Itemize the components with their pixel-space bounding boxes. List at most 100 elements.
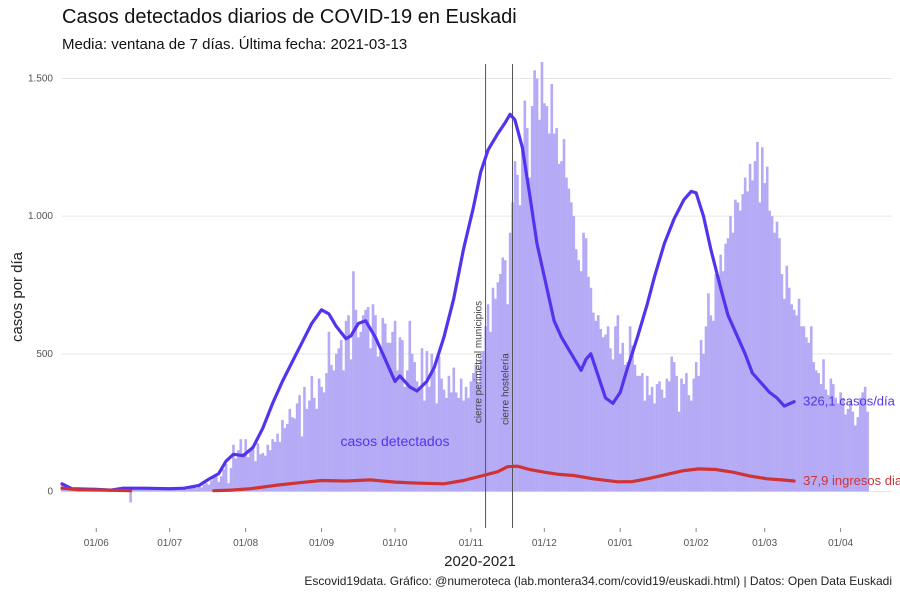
- x-tick-label: 01/03: [752, 538, 777, 549]
- bar: [288, 408, 292, 492]
- bar: [785, 265, 789, 492]
- bar: [626, 362, 629, 492]
- bar: [403, 386, 407, 492]
- bar: [202, 484, 206, 492]
- bar: [565, 177, 568, 492]
- bar: [589, 287, 593, 492]
- bar: [410, 353, 414, 492]
- bar: [332, 370, 336, 492]
- bar: [364, 309, 367, 492]
- bar: [263, 455, 267, 492]
- bar: [249, 448, 252, 492]
- bar: [437, 356, 441, 492]
- bar: [809, 326, 813, 492]
- bar: [555, 128, 558, 492]
- x-tick-label: 01/07: [157, 538, 182, 549]
- bar: [290, 417, 294, 492]
- x-tick-label: 01/11: [459, 538, 484, 549]
- bar: [729, 216, 732, 492]
- bar: [195, 488, 199, 492]
- bar: [192, 486, 196, 492]
- bar: [631, 345, 634, 492]
- bar: [158, 489, 162, 492]
- bar: [450, 392, 453, 492]
- bar: [724, 243, 727, 492]
- bar: [337, 348, 341, 492]
- bar: [851, 411, 855, 492]
- bar: [856, 417, 860, 492]
- bar: [396, 370, 399, 492]
- bar: [518, 205, 522, 492]
- bar: [308, 400, 311, 492]
- bar: [366, 307, 370, 492]
- cases-series-label: casos detectados: [341, 433, 450, 449]
- bar: [469, 381, 473, 492]
- chart-subtitle: Media: ventana de 7 días. Última fecha: …: [62, 36, 408, 53]
- bar: [229, 468, 233, 492]
- bar: [241, 452, 245, 492]
- bar: [501, 257, 505, 492]
- bar: [525, 128, 529, 492]
- bar: [180, 488, 184, 492]
- bar: [628, 326, 632, 492]
- bar: [861, 392, 864, 492]
- bar: [844, 414, 847, 492]
- series-lines: [60, 112, 796, 493]
- bar: [557, 163, 561, 492]
- bar: [819, 384, 823, 492]
- bar: [846, 408, 850, 492]
- bar: [587, 276, 590, 492]
- bar: [256, 443, 260, 492]
- bar: [773, 232, 776, 492]
- bar: [386, 342, 390, 492]
- bar: [746, 191, 749, 492]
- bar: [543, 103, 546, 492]
- bar: [653, 403, 656, 492]
- bar: [232, 444, 235, 492]
- bar: [521, 147, 524, 492]
- bar: [650, 386, 654, 492]
- bar: [570, 202, 573, 492]
- bar: [217, 481, 221, 492]
- bar: [616, 315, 620, 492]
- bar: [508, 232, 512, 492]
- bar: [320, 386, 323, 492]
- bar: [408, 320, 412, 492]
- bar: [462, 400, 465, 492]
- chart-title: Casos detectados diarios de COVID-19 en …: [62, 6, 517, 28]
- bar: [817, 373, 820, 492]
- bar: [494, 298, 497, 492]
- bar: [445, 397, 448, 492]
- bar: [550, 84, 554, 492]
- bar: [144, 489, 147, 492]
- bar: [572, 216, 576, 492]
- bar: [849, 400, 852, 492]
- bar: [658, 381, 661, 492]
- bar: [371, 304, 375, 492]
- bar: [413, 362, 416, 492]
- bar: [714, 273, 718, 492]
- bar: [129, 491, 132, 503]
- bar: [699, 340, 703, 492]
- bar: [197, 485, 201, 492]
- bar: [780, 273, 784, 492]
- bar: [731, 232, 735, 492]
- bar: [369, 348, 372, 492]
- bar: [721, 271, 725, 492]
- bar: [374, 315, 377, 492]
- bar: [680, 378, 683, 492]
- bar: [234, 458, 238, 492]
- bar: [293, 418, 296, 492]
- bar: [648, 395, 651, 492]
- bar: [254, 461, 257, 492]
- bar: [219, 476, 223, 492]
- x-tick-label: 01/10: [382, 538, 407, 549]
- bar: [148, 488, 152, 492]
- bar: [286, 424, 289, 492]
- bar: [428, 386, 431, 492]
- bar: [359, 331, 363, 492]
- bar: [163, 490, 167, 492]
- bar: [841, 397, 845, 492]
- bar: [503, 260, 507, 492]
